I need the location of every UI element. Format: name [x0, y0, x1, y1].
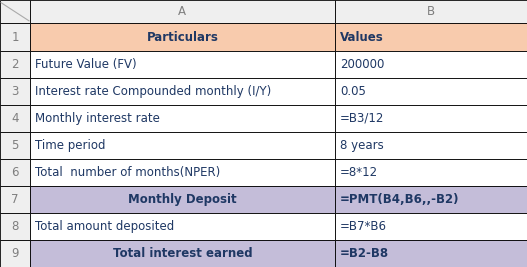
Bar [30, 78, 335, 105]
Bar [335, 240, 527, 267]
Text: 3: 3 [12, 85, 18, 98]
Text: =B3/12: =B3/12 [340, 112, 384, 125]
Text: 2: 2 [11, 58, 19, 70]
Bar [0, 78, 30, 105]
Bar [30, 105, 335, 132]
Text: A: A [178, 5, 187, 18]
Text: Future Value (FV): Future Value (FV) [35, 58, 137, 70]
Text: Total  number of months(NPER): Total number of months(NPER) [35, 166, 221, 179]
Text: Monthly Deposit: Monthly Deposit [128, 193, 237, 206]
Text: =8*12: =8*12 [340, 166, 378, 179]
Bar [0, 50, 30, 78]
Text: 4: 4 [11, 112, 19, 125]
Bar [30, 50, 335, 78]
Bar [30, 186, 335, 213]
Bar [335, 186, 527, 213]
Bar [30, 23, 335, 50]
Text: 1: 1 [11, 30, 19, 44]
Bar [335, 78, 527, 105]
Bar [335, 105, 527, 132]
Text: 8: 8 [12, 220, 18, 233]
Bar [335, 132, 527, 159]
Bar [0, 132, 30, 159]
Text: Values: Values [340, 30, 384, 44]
Text: =PMT(B4,B6,,-B2): =PMT(B4,B6,,-B2) [340, 193, 460, 206]
Text: Particulars: Particulars [147, 30, 218, 44]
Text: B: B [427, 5, 435, 18]
Bar [30, 240, 335, 267]
Bar [335, 23, 527, 50]
Text: Total interest earned: Total interest earned [113, 247, 252, 260]
Bar [335, 159, 527, 186]
Bar [0, 186, 30, 213]
Bar [0, 23, 30, 50]
Text: Interest rate Compounded monthly (I/Y): Interest rate Compounded monthly (I/Y) [35, 85, 271, 98]
Bar [30, 159, 335, 186]
Bar [30, 0, 335, 23]
Bar [335, 213, 527, 240]
Text: =B7*B6: =B7*B6 [340, 220, 387, 233]
Text: 0.05: 0.05 [340, 85, 366, 98]
Text: Total amount deposited: Total amount deposited [35, 220, 174, 233]
Text: 9: 9 [11, 247, 19, 260]
Bar [335, 50, 527, 78]
Bar [0, 105, 30, 132]
Bar [30, 213, 335, 240]
Text: 5: 5 [12, 139, 18, 152]
Text: Monthly interest rate: Monthly interest rate [35, 112, 160, 125]
Bar [0, 159, 30, 186]
Bar [30, 132, 335, 159]
Text: =B2-B8: =B2-B8 [340, 247, 389, 260]
Text: 6: 6 [11, 166, 19, 179]
Bar [0, 240, 30, 267]
Bar [0, 0, 30, 23]
Text: Time period: Time period [35, 139, 106, 152]
Bar [335, 0, 527, 23]
Text: 200000: 200000 [340, 58, 384, 70]
Text: 7: 7 [11, 193, 19, 206]
Text: 8 years: 8 years [340, 139, 384, 152]
Bar [0, 213, 30, 240]
